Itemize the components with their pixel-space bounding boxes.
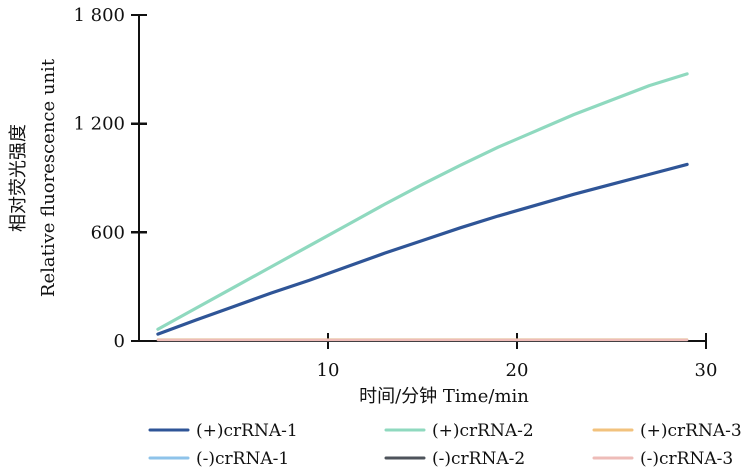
legend-label-4: (-)crRNA-1 [196, 449, 289, 469]
series-line-1 [156, 162, 689, 336]
y-tick-label: 1 200 [73, 114, 125, 135]
labels-layer: 相对荧光强度 Relative fluorescence unit 时间/分钟 … [8, 58, 529, 407]
legend-label-1: (+)crRNA-1 [196, 421, 298, 441]
x-axis-title: 时间/分钟 Time/min [359, 386, 529, 407]
y-tick-label: 0 [114, 331, 125, 352]
axes: 0 600 1 200 1 800 10 20 30 [73, 5, 717, 381]
legend-label-6: (-)crRNA-3 [640, 449, 733, 469]
legend-label-3: (+)crRNA-3 [640, 421, 742, 441]
y-tick-label: 1 800 [73, 5, 125, 26]
legend-label-2: (+)crRNA-2 [432, 421, 534, 441]
y-axis-title-chinese: 相对荧光强度 [8, 124, 29, 232]
y-axis-title-english: Relative fluorescence unit [38, 58, 59, 297]
x-tick-label: 20 [506, 360, 529, 381]
x-tick-label: 10 [317, 360, 340, 381]
y-tick-label: 600 [91, 222, 125, 243]
x-tick-label: 30 [695, 360, 718, 381]
series-layer [156, 72, 689, 342]
legend-label-5: (-)crRNA-2 [432, 449, 525, 469]
legend: (+)crRNA-1 (+)crRNA-2 (+)crRNA-3 (-)crRNA-1… [148, 421, 742, 469]
series-line-2 [156, 72, 689, 331]
